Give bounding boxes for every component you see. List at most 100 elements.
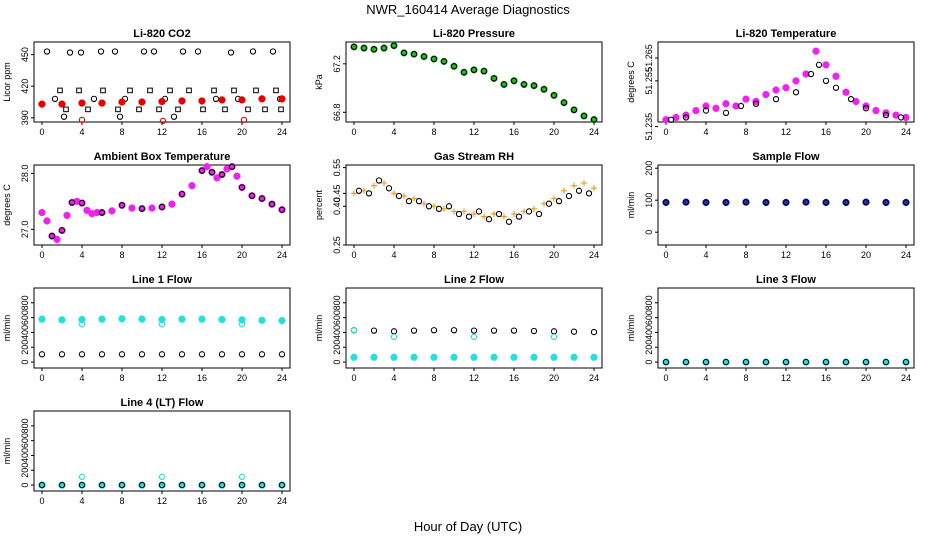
data-point <box>481 213 487 220</box>
data-point <box>85 106 91 113</box>
data-point <box>278 206 286 213</box>
data-point <box>111 48 119 55</box>
data-point <box>278 316 286 325</box>
data-point <box>702 358 710 366</box>
data-point <box>500 81 508 88</box>
x-tick-label: 16 <box>509 250 519 260</box>
data-point <box>882 358 890 366</box>
x-tick-label: 4 <box>703 250 708 260</box>
data-point <box>381 180 387 187</box>
x-tick-label: 16 <box>509 127 519 137</box>
data-point <box>470 66 478 74</box>
x-tick-label: 8 <box>743 250 748 260</box>
data-point <box>227 49 235 56</box>
data-point <box>48 232 56 240</box>
data-point <box>38 208 46 217</box>
y-tick-label: 27.0 <box>20 221 30 239</box>
data-point <box>278 95 286 103</box>
x-tick-label: 4 <box>79 373 84 383</box>
y-tick-label: 400 <box>644 325 654 340</box>
data-point <box>78 351 86 358</box>
data-point <box>258 316 266 324</box>
data-point <box>742 198 750 206</box>
data-point <box>212 95 220 102</box>
panel-title: Line 1 Flow <box>132 274 192 286</box>
data-point <box>902 358 910 366</box>
y-tick-label: 0 <box>20 483 30 488</box>
y-tick-label: 600 <box>20 433 30 448</box>
panel-title: Li-820 Pressure <box>433 28 515 40</box>
y-tick-label: 450 <box>20 47 30 62</box>
data-point <box>495 210 503 218</box>
data-point <box>822 199 830 206</box>
data-point <box>53 235 61 244</box>
data-point <box>772 95 780 103</box>
data-point <box>170 113 178 120</box>
data-point <box>430 327 438 334</box>
data-point <box>158 97 166 106</box>
data-point <box>682 114 690 121</box>
data-point <box>540 86 548 93</box>
data-point <box>186 87 192 94</box>
y-tick-label: 200 <box>332 340 342 355</box>
y-axis-label: degrees C <box>2 184 12 226</box>
data-point <box>490 327 498 334</box>
y-tick-label: 51.235 <box>644 113 654 141</box>
data-point <box>178 190 186 198</box>
x-tick-label: 16 <box>197 127 207 137</box>
data-point <box>445 203 453 210</box>
data-point <box>249 48 257 55</box>
data-point <box>116 113 124 120</box>
data-point <box>140 48 148 55</box>
data-point <box>198 97 206 105</box>
data-point <box>511 211 517 218</box>
data-point <box>218 171 226 178</box>
data-point <box>98 481 106 489</box>
data-point <box>590 353 598 361</box>
y-axis-label: ml/min <box>2 438 12 465</box>
data-point <box>545 200 553 207</box>
data-point <box>178 97 186 105</box>
data-point <box>97 48 105 55</box>
data-point <box>58 481 66 489</box>
data-point <box>138 481 146 489</box>
data-point <box>213 174 221 182</box>
data-point <box>238 96 246 104</box>
x-tick-label: 12 <box>157 496 167 506</box>
x-tick-label: 8 <box>119 127 124 137</box>
data-point <box>822 77 830 85</box>
data-point <box>722 199 730 206</box>
data-point <box>722 109 730 117</box>
data-point <box>385 185 393 192</box>
x-tick-label: 4 <box>703 373 708 383</box>
data-point <box>258 351 266 358</box>
data-point <box>722 100 730 108</box>
data-point <box>248 192 256 199</box>
x-tick-label: 24 <box>277 127 287 137</box>
data-point <box>258 195 266 202</box>
data-point <box>480 67 488 75</box>
data-point <box>38 315 46 323</box>
data-point <box>77 49 85 56</box>
y-tick-label: 800 <box>20 295 30 310</box>
data-point <box>590 116 598 123</box>
data-point <box>732 102 740 110</box>
data-point <box>897 114 905 121</box>
data-point <box>501 213 507 220</box>
x-tick-label: 24 <box>589 127 599 137</box>
data-point <box>872 106 880 115</box>
x-tick-label: 24 <box>901 127 911 137</box>
x-tick-label: 0 <box>39 127 44 137</box>
data-point <box>390 333 398 341</box>
data-point <box>390 328 398 335</box>
data-point <box>485 216 493 223</box>
data-point <box>78 116 86 124</box>
data-point <box>555 197 563 205</box>
data-point <box>692 106 700 115</box>
y-tick-label: 0 <box>644 360 654 365</box>
x-tick-label: 8 <box>431 250 436 260</box>
data-point <box>158 315 166 324</box>
data-point <box>211 87 217 94</box>
data-point <box>350 353 358 361</box>
y-tick-label: 28.0 <box>20 165 30 183</box>
